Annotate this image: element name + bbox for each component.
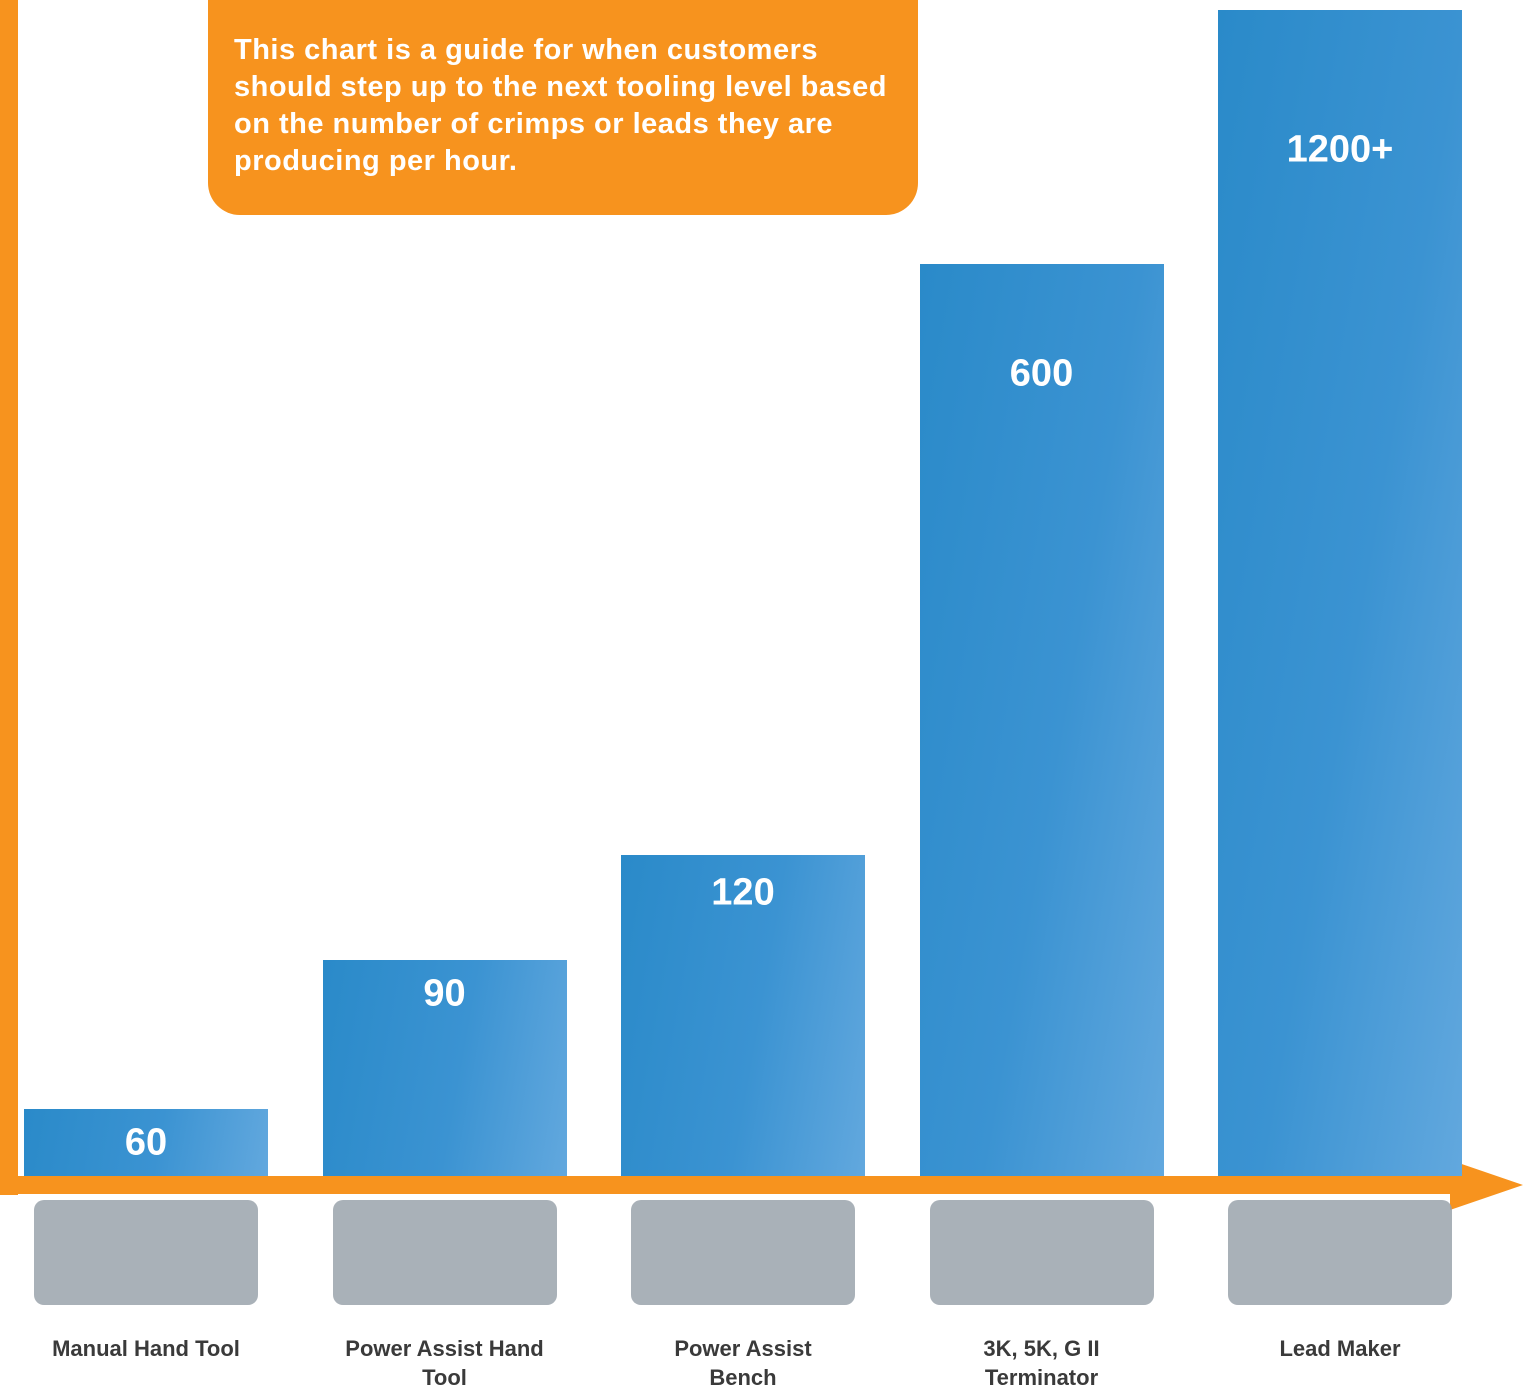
category-label: Power Assist Hand Tool xyxy=(345,1336,544,1390)
product-image xyxy=(1228,1200,1452,1305)
category-label: Power Assist Bench xyxy=(674,1336,812,1390)
value-label: 1200+ xyxy=(1286,128,1394,171)
x-axis-line xyxy=(0,1176,1460,1194)
category-label: Manual Hand Tool xyxy=(52,1336,240,1361)
value-label: 600 xyxy=(1009,352,1074,395)
product-image xyxy=(929,1200,1154,1305)
category-label: Lead Maker xyxy=(1279,1336,1401,1361)
bar xyxy=(24,1109,268,1176)
bar xyxy=(919,264,1164,1176)
bar xyxy=(1218,10,1462,1176)
arrow-head xyxy=(1450,1160,1523,1210)
value-label: 120 xyxy=(711,871,775,914)
y-axis-line xyxy=(0,0,18,1195)
product-image xyxy=(332,1200,557,1305)
value-label: 60 xyxy=(124,1121,168,1164)
bar xyxy=(322,960,567,1176)
product-image xyxy=(631,1200,855,1305)
category-label: 3K, 5K, G II Terminator xyxy=(983,1336,1100,1390)
note-text: This chart is a guide for when customers… xyxy=(234,34,887,177)
note-box xyxy=(208,0,918,215)
product-image xyxy=(34,1200,258,1305)
bar xyxy=(621,854,865,1176)
value-label: 90 xyxy=(423,972,466,1015)
